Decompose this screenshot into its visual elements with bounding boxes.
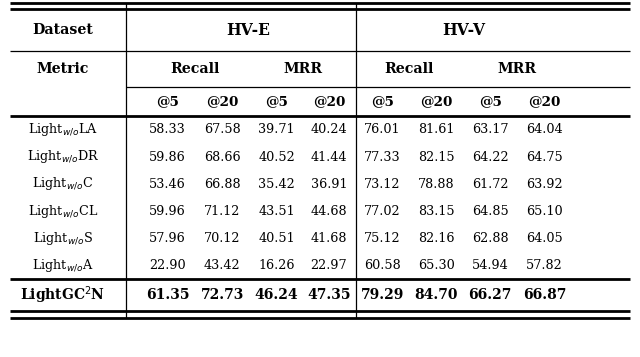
Text: 43.42: 43.42: [204, 259, 241, 272]
Text: 54.94: 54.94: [472, 259, 509, 272]
Text: Recall: Recall: [385, 62, 434, 76]
Text: 63.17: 63.17: [472, 124, 509, 136]
Text: 70.12: 70.12: [204, 232, 241, 245]
Text: 41.44: 41.44: [310, 151, 348, 164]
Text: Light$_{w/o}$S: Light$_{w/o}$S: [33, 230, 93, 247]
Text: 39.71: 39.71: [258, 124, 295, 136]
Text: 65.30: 65.30: [418, 259, 455, 272]
Text: 82.15: 82.15: [418, 151, 455, 164]
Text: 68.66: 68.66: [204, 151, 241, 164]
Text: @5: @5: [265, 95, 288, 108]
Text: 73.12: 73.12: [364, 178, 401, 191]
Text: 40.51: 40.51: [258, 232, 295, 245]
Text: 43.51: 43.51: [258, 205, 295, 218]
Text: 77.02: 77.02: [364, 205, 401, 218]
Text: 64.75: 64.75: [526, 151, 563, 164]
Text: 64.85: 64.85: [472, 205, 509, 218]
Text: 79.29: 79.29: [360, 288, 404, 302]
Text: 62.88: 62.88: [472, 232, 509, 245]
Text: @20: @20: [420, 95, 452, 108]
Text: 64.05: 64.05: [526, 232, 563, 245]
Text: 77.33: 77.33: [364, 151, 401, 164]
Text: Dataset: Dataset: [32, 23, 93, 37]
Text: 40.24: 40.24: [310, 124, 348, 136]
Text: 47.35: 47.35: [307, 288, 351, 302]
Text: 82.16: 82.16: [418, 232, 455, 245]
Text: 66.27: 66.27: [468, 288, 512, 302]
Text: Metric: Metric: [36, 62, 89, 76]
Text: 64.04: 64.04: [526, 124, 563, 136]
Text: 61.35: 61.35: [146, 288, 189, 302]
Text: Light$_{w/o}$LA: Light$_{w/o}$LA: [28, 122, 98, 138]
Text: 72.73: 72.73: [200, 288, 244, 302]
Text: Light$_{w/o}$DR: Light$_{w/o}$DR: [26, 149, 99, 165]
Text: 84.70: 84.70: [415, 288, 458, 302]
Text: 22.90: 22.90: [149, 259, 186, 272]
Text: HV-E: HV-E: [227, 22, 270, 39]
Text: 40.52: 40.52: [258, 151, 295, 164]
Text: 57.82: 57.82: [526, 259, 563, 272]
Text: 67.58: 67.58: [204, 124, 241, 136]
Text: 65.10: 65.10: [526, 205, 563, 218]
Text: Recall: Recall: [170, 62, 220, 76]
Text: Light$_{w/o}$C: Light$_{w/o}$C: [32, 176, 93, 192]
Text: @20: @20: [529, 95, 561, 108]
Text: 22.97: 22.97: [310, 259, 348, 272]
Text: 61.72: 61.72: [472, 178, 509, 191]
Text: 63.92: 63.92: [526, 178, 563, 191]
Text: 75.12: 75.12: [364, 232, 401, 245]
Text: 57.96: 57.96: [149, 232, 186, 245]
Text: 41.68: 41.68: [310, 232, 348, 245]
Text: 36.91: 36.91: [310, 178, 348, 191]
Text: 58.33: 58.33: [149, 124, 186, 136]
Text: 53.46: 53.46: [149, 178, 186, 191]
Text: 16.26: 16.26: [258, 259, 295, 272]
Text: 78.88: 78.88: [418, 178, 455, 191]
Text: Light$_{w/o}$A: Light$_{w/o}$A: [32, 257, 93, 274]
Text: 71.12: 71.12: [204, 205, 240, 218]
Text: 60.58: 60.58: [364, 259, 401, 272]
Text: MRR: MRR: [283, 62, 323, 76]
Text: @20: @20: [206, 95, 238, 108]
Text: 76.01: 76.01: [364, 124, 401, 136]
Text: LightGC$^2$N: LightGC$^2$N: [20, 285, 105, 306]
Text: HV-V: HV-V: [442, 22, 485, 39]
Text: @20: @20: [313, 95, 345, 108]
Text: 83.15: 83.15: [418, 205, 455, 218]
Text: @5: @5: [479, 95, 502, 108]
Text: 64.22: 64.22: [472, 151, 509, 164]
Text: 59.96: 59.96: [149, 205, 186, 218]
Text: MRR: MRR: [498, 62, 537, 76]
Text: 81.61: 81.61: [419, 124, 454, 136]
Text: 66.87: 66.87: [523, 288, 566, 302]
Text: Light$_{w/o}$CL: Light$_{w/o}$CL: [28, 203, 98, 220]
Text: 59.86: 59.86: [149, 151, 186, 164]
Text: 46.24: 46.24: [255, 288, 298, 302]
Text: 35.42: 35.42: [258, 178, 295, 191]
Text: 44.68: 44.68: [310, 205, 348, 218]
Text: @5: @5: [156, 95, 179, 108]
Text: @5: @5: [371, 95, 394, 108]
Text: 66.88: 66.88: [204, 178, 241, 191]
